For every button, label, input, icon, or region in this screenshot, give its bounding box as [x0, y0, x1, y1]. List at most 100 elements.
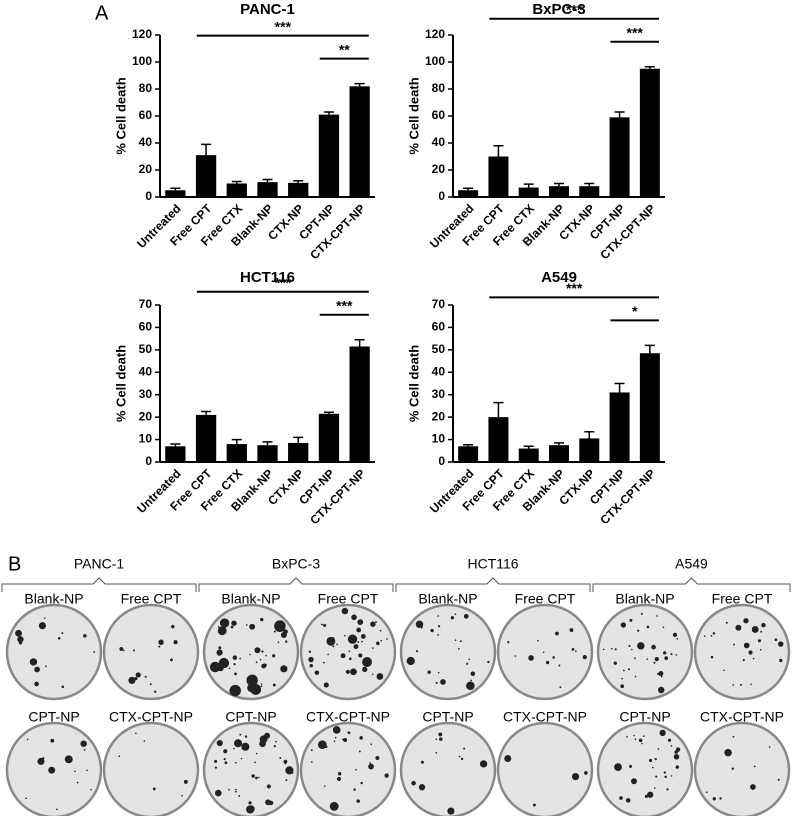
y-axis-label: % Cell death	[406, 77, 421, 154]
colony	[45, 665, 47, 668]
colony	[379, 629, 382, 632]
colony	[321, 623, 323, 626]
plate	[202, 603, 300, 701]
colony	[743, 618, 749, 624]
bar	[458, 190, 479, 197]
plate	[5, 603, 103, 701]
colony	[245, 624, 248, 626]
colony	[435, 752, 438, 754]
significance-label: ***	[627, 24, 644, 40]
colony	[228, 667, 231, 670]
colony	[418, 784, 426, 791]
y-tick-label: 60	[432, 108, 446, 122]
colony	[83, 634, 87, 638]
colony	[631, 648, 633, 651]
colony	[355, 768, 357, 771]
bar	[518, 187, 539, 197]
colony	[626, 735, 628, 738]
group-bracket	[395, 577, 591, 592]
colony	[438, 732, 443, 737]
colony	[347, 731, 351, 735]
colony	[637, 642, 645, 650]
plate	[693, 721, 791, 816]
y-tick-label: 20	[139, 162, 153, 176]
colony	[415, 650, 419, 653]
colony	[575, 650, 577, 653]
plate	[399, 721, 497, 816]
colony	[614, 648, 617, 651]
colony	[149, 683, 152, 686]
colony	[38, 622, 46, 630]
colony	[341, 607, 349, 615]
colony	[219, 618, 230, 628]
colony	[272, 683, 276, 687]
colony	[602, 648, 605, 651]
colony	[370, 743, 373, 746]
y-tick-label: 70	[432, 297, 446, 311]
colony	[642, 735, 645, 738]
colony	[232, 655, 238, 660]
group-label: A549	[675, 556, 708, 572]
colony	[370, 621, 376, 627]
colony	[132, 649, 136, 652]
colony	[173, 640, 178, 645]
y-tick-label: 0	[145, 189, 152, 203]
colony	[380, 639, 383, 642]
colony	[254, 761, 256, 764]
colony	[234, 672, 237, 676]
y-tick-label: 60	[432, 320, 446, 334]
colony	[266, 784, 271, 789]
colony	[778, 641, 784, 647]
plate-label: CPT-NP	[28, 709, 79, 725]
colony	[15, 629, 22, 637]
colony	[514, 655, 517, 657]
colony	[34, 666, 40, 673]
colony	[350, 668, 357, 676]
colony	[158, 645, 161, 648]
colony	[332, 726, 341, 734]
colony	[359, 736, 363, 740]
colony	[223, 758, 226, 761]
colony	[218, 657, 230, 669]
colony	[34, 681, 39, 687]
colony	[761, 622, 766, 628]
colony	[233, 663, 236, 666]
colony	[37, 757, 45, 765]
colony	[348, 650, 351, 653]
y-tick-label: 50	[432, 342, 446, 356]
panel-label: B	[8, 553, 21, 575]
colony	[323, 785, 326, 787]
colony	[241, 742, 250, 751]
colony	[537, 639, 539, 642]
colony	[646, 658, 649, 661]
colony	[275, 740, 277, 743]
colony	[371, 673, 374, 676]
colony	[704, 635, 706, 637]
colony	[334, 736, 337, 739]
colony	[309, 664, 313, 668]
bar	[349, 86, 370, 197]
colony	[234, 739, 243, 748]
colony	[666, 788, 669, 791]
colony	[331, 637, 335, 641]
colony	[230, 625, 234, 629]
colony	[710, 635, 713, 637]
colony	[209, 661, 221, 673]
colony	[329, 801, 339, 811]
colony	[353, 644, 359, 650]
colony	[507, 641, 510, 644]
colony	[257, 776, 260, 779]
plate	[596, 721, 694, 816]
colony	[621, 677, 623, 680]
significance-label: ***	[275, 18, 292, 34]
colony	[308, 656, 314, 663]
colony	[260, 683, 263, 685]
colony	[637, 629, 640, 632]
bar	[318, 413, 340, 462]
colony	[620, 684, 625, 689]
error-bar	[463, 443, 474, 447]
y-tick-label: 120	[425, 27, 445, 41]
colony	[654, 657, 659, 662]
colony	[640, 612, 643, 615]
colony	[470, 671, 476, 677]
